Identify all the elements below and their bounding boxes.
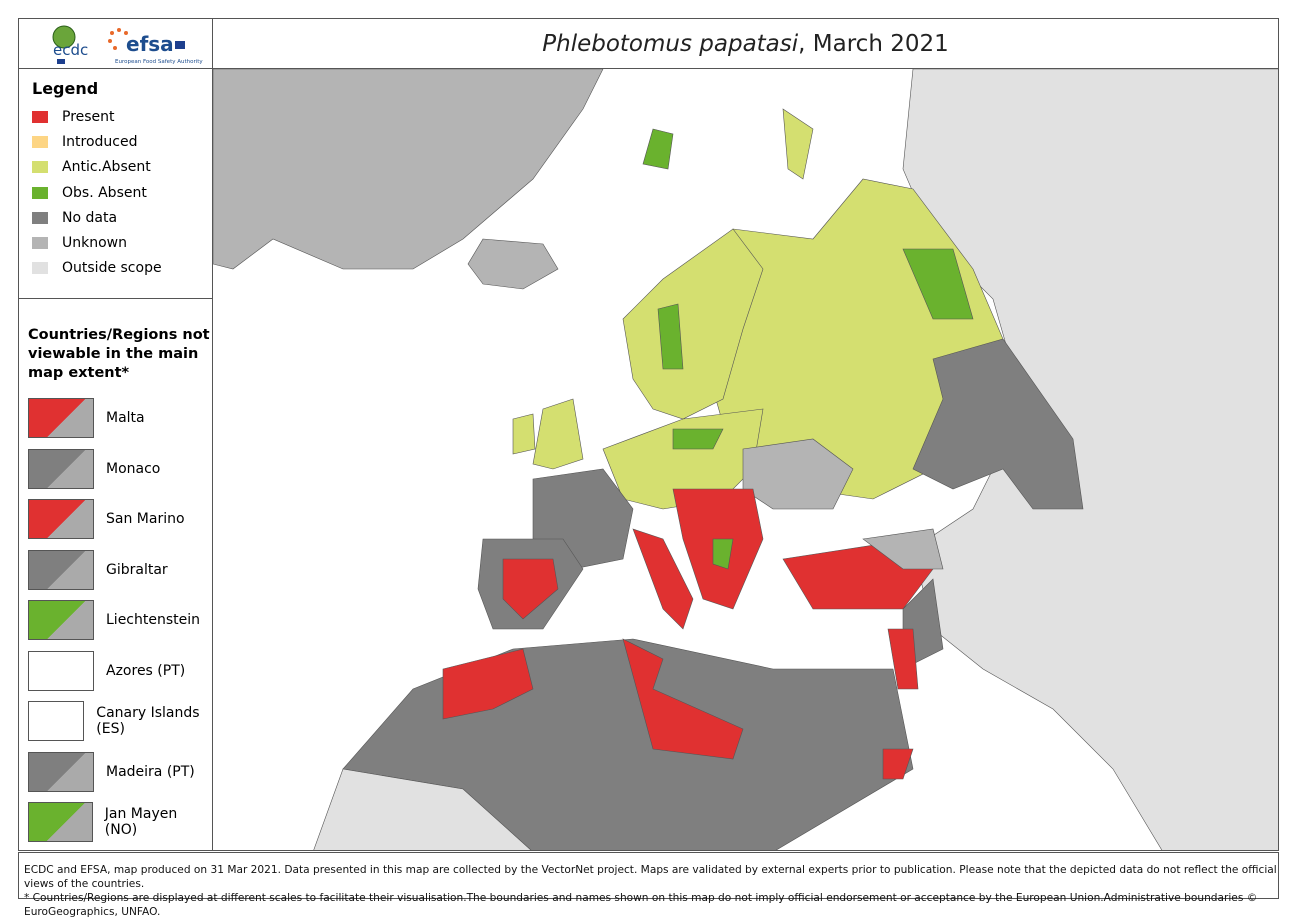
legend-swatch	[32, 186, 48, 199]
iceland	[467, 238, 559, 290]
central-europe	[602, 408, 764, 510]
inset-regions-panel: Countries/Regions not viewable in the ma…	[18, 298, 213, 851]
region-inset-thumbnail	[28, 751, 94, 792]
region-inset-thumbnail	[28, 499, 94, 540]
legend-item: Present	[32, 104, 212, 129]
inset-region: Malta	[19, 393, 212, 444]
russia-south-nodata	[912, 338, 1084, 510]
inset-region: Canary Islands (ES)	[19, 696, 212, 747]
uk	[532, 398, 584, 470]
ecdc-efsa-logos: ecdc efsa European Food Safety Authority	[52, 25, 203, 65]
central-obs-absent	[672, 428, 724, 450]
main-map	[212, 68, 1279, 851]
russia-obs-absent	[902, 248, 974, 320]
region-inset-thumbnail	[28, 448, 94, 489]
italy	[632, 528, 694, 630]
legend-item: Introduced	[32, 129, 212, 154]
logos: ecdc efsa European Food Safety Authority	[18, 18, 213, 69]
legend-label: Outside scope	[62, 260, 162, 277]
novaya-zemlya	[782, 108, 814, 180]
legend-swatch	[32, 237, 48, 250]
inset-region: San Marino	[19, 494, 212, 545]
sahel-outside	[313, 768, 532, 850]
region-label: Canary Islands (ES)	[96, 705, 200, 738]
egypt-present	[882, 748, 914, 780]
footer-notes: ECDC and EFSA, map produced on 31 Mar 20…	[18, 852, 1279, 918]
region-label: San Marino	[106, 511, 185, 528]
arctic-islands	[642, 128, 674, 170]
legend-item: No data	[32, 205, 212, 230]
region-label: Madeira (PT)	[106, 763, 195, 780]
legend-label: No data	[62, 209, 118, 226]
legend-label: Introduced	[62, 133, 138, 150]
sweden-obs-absent	[657, 303, 684, 370]
maghreb-present	[442, 648, 534, 720]
legend-label: Obs. Absent	[62, 184, 147, 201]
inset-region: Liechtenstein	[19, 595, 212, 646]
legend-label: Present	[62, 108, 115, 125]
legend-item: Outside scope	[32, 256, 212, 281]
footer-line-1: ECDC and EFSA, map produced on 31 Mar 20…	[24, 864, 1277, 890]
legend-swatch	[32, 262, 48, 275]
region-inset-thumbnail	[28, 802, 93, 843]
legend-swatch	[32, 161, 48, 174]
title-date: , March 2021	[798, 30, 949, 57]
turkey-unknown	[862, 528, 944, 570]
map-title: Phlebotomus papatasi, March 2021	[212, 18, 1279, 69]
region-label: Azores (PT)	[106, 662, 186, 679]
inset-region: Gibraltar	[19, 545, 212, 596]
greenland	[213, 69, 604, 270]
inset-region: Monaco	[19, 444, 212, 495]
scandinavia	[622, 228, 764, 420]
region-inset-thumbnail	[28, 398, 94, 439]
region-label: Gibraltar	[106, 561, 168, 578]
species-name: Phlebotomus papatasi	[542, 30, 799, 57]
region-inset-thumbnail	[28, 650, 94, 691]
europe-map	[213, 69, 1278, 850]
legend-swatch	[32, 211, 48, 224]
legend-swatch	[32, 135, 48, 148]
balkans-obs-absent	[712, 538, 734, 570]
region-label: Liechtenstein	[106, 612, 201, 629]
legend-item: Obs. Absent	[32, 180, 212, 205]
region-label: Malta	[106, 410, 145, 427]
tunisia-libya-present	[622, 638, 744, 760]
iberia-present	[502, 558, 559, 620]
legend-label: Unknown	[62, 235, 127, 252]
legend-label: Antic.Absent	[62, 159, 151, 176]
legend-item: Unknown	[32, 230, 212, 255]
region-label: Jan Mayen (NO)	[104, 806, 178, 839]
legend: Legend Present Introduced Antic.Absent Obs.…	[18, 68, 213, 299]
region-inset-thumbnail	[28, 701, 85, 742]
region-label: Monaco	[106, 460, 161, 477]
inset-region: Azores (PT)	[19, 646, 212, 697]
inset-region: Jan Mayen (NO)	[19, 797, 212, 848]
region-inset-thumbnail	[28, 549, 94, 590]
svg-text:efsa: efsa	[126, 32, 174, 56]
svg-text:European Food Safety Authority: European Food Safety Authority	[115, 59, 203, 65]
region-inset-thumbnail	[28, 600, 94, 641]
ireland	[512, 413, 536, 455]
levant-present	[887, 628, 919, 690]
legend-swatch	[32, 110, 48, 123]
svg-text:ecdc: ecdc	[53, 41, 88, 59]
legend-item: Antic.Absent	[32, 155, 212, 180]
inset-region: Madeira (PT)	[19, 747, 212, 798]
regions-title: Countries/Regions not viewable in the ma…	[28, 327, 210, 381]
legend-title: Legend	[32, 79, 99, 98]
